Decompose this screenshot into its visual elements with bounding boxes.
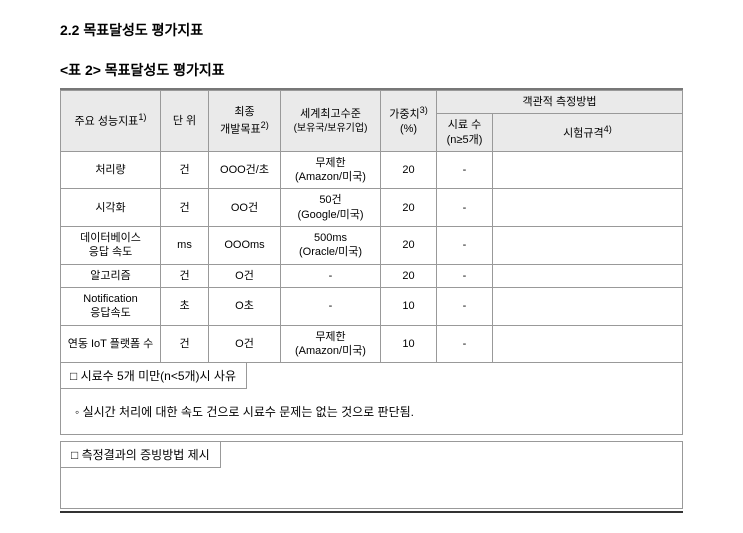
cell-standard — [493, 151, 683, 189]
cell-sample: - — [437, 189, 493, 227]
header-sample-l2: (n≥5개) — [447, 134, 483, 146]
header-standard: 시험규격4) — [493, 114, 683, 152]
table-row: 처리량건OOO건/초무제한(Amazon/미국)20- — [61, 151, 683, 189]
cell-target: OO건 — [209, 189, 281, 227]
header-world-l1: 세계최고수준 — [300, 108, 361, 120]
cell-indicator: 시각화 — [61, 189, 161, 227]
sub-section-2: □ 측정결과의 증빙방법 제시 — [60, 441, 683, 509]
table-body: 처리량건OOO건/초무제한(Amazon/미국)20-시각화건OO건50건(Go… — [61, 151, 683, 362]
cell-weight: 10 — [381, 287, 437, 325]
cell-unit: ms — [161, 227, 209, 265]
sub-section-1: □ 시료수 5개 미만(n<5개)시 사유 ◦ 실시간 처리에 대한 속도 건으… — [60, 363, 683, 435]
header-indicator: 주요 성능지표1) — [61, 91, 161, 152]
cell-target: O건 — [209, 325, 281, 363]
cell-indicator: 알고리즘 — [61, 264, 161, 287]
cell-unit: 건 — [161, 151, 209, 189]
table-row: 연동 IoT 플랫폼 수건O건무제한(Amazon/미국)10- — [61, 325, 683, 363]
table-row: 시각화건OO건50건(Google/미국)20- — [61, 189, 683, 227]
cell-sample: - — [437, 287, 493, 325]
header-row-1: 주요 성능지표1) 단 위 최종 개발목표2) 세계최고수준 (보유국/보유기업… — [61, 91, 683, 114]
sub-header-1: □ 시료수 5개 미만(n<5개)시 사유 — [60, 363, 247, 389]
sub-header-2: □ 측정결과의 증빙방법 제시 — [61, 442, 221, 468]
cell-world: 50건(Google/미국) — [281, 189, 381, 227]
evaluation-table: 주요 성능지표1) 단 위 최종 개발목표2) 세계최고수준 (보유국/보유기업… — [60, 90, 683, 363]
header-target-l1: 최종 — [234, 106, 254, 118]
cell-target: O초 — [209, 287, 281, 325]
header-target-l2: 개발목표 — [220, 123, 260, 135]
cell-world: 무제한(Amazon/미국) — [281, 151, 381, 189]
cell-indicator: Notification응답속도 — [61, 287, 161, 325]
header-weight-sup: 3) — [420, 105, 428, 115]
header-weight-l1: 가중치 — [389, 109, 419, 121]
cell-world: - — [281, 287, 381, 325]
header-target-sup: 2) — [261, 120, 269, 130]
cell-world: 무제한(Amazon/미국) — [281, 325, 381, 363]
cell-unit: 초 — [161, 287, 209, 325]
cell-standard — [493, 227, 683, 265]
cell-target: OOO건/초 — [209, 151, 281, 189]
cell-standard — [493, 189, 683, 227]
sub-body-2 — [61, 468, 682, 508]
bottom-border — [60, 511, 683, 513]
table-row: 알고리즘건O건-20- — [61, 264, 683, 287]
table-row: Notification응답속도초O초-10- — [61, 287, 683, 325]
header-standard-sup: 4) — [604, 124, 612, 134]
header-world-l2: (보유국/보유기업) — [294, 123, 368, 134]
cell-standard — [493, 325, 683, 363]
header-sample: 시료 수 (n≥5개) — [437, 114, 493, 152]
cell-unit: 건 — [161, 189, 209, 227]
cell-standard — [493, 287, 683, 325]
cell-world: 500ms(Oracle/미국) — [281, 227, 381, 265]
table-wrapper: 주요 성능지표1) 단 위 최종 개발목표2) 세계최고수준 (보유국/보유기업… — [60, 88, 683, 509]
cell-weight: 20 — [381, 227, 437, 265]
header-world: 세계최고수준 (보유국/보유기업) — [281, 91, 381, 152]
header-indicator-sup: 1) — [138, 112, 146, 122]
cell-indicator: 연동 IoT 플랫폼 수 — [61, 325, 161, 363]
cell-standard — [493, 264, 683, 287]
header-weight-l2: (%) — [400, 123, 417, 135]
header-unit: 단 위 — [161, 91, 209, 152]
header-sample-l1: 시료 수 — [448, 119, 481, 131]
cell-sample: - — [437, 325, 493, 363]
header-weight: 가중치3) (%) — [381, 91, 437, 152]
cell-unit: 건 — [161, 264, 209, 287]
table-row: 데이터베이스응답 속도msOOOms500ms(Oracle/미국)20- — [61, 227, 683, 265]
header-objective: 객관적 측정방법 — [437, 91, 683, 114]
cell-weight: 20 — [381, 151, 437, 189]
cell-indicator: 처리량 — [61, 151, 161, 189]
cell-indicator: 데이터베이스응답 속도 — [61, 227, 161, 265]
cell-weight: 20 — [381, 189, 437, 227]
cell-weight: 20 — [381, 264, 437, 287]
sub-body-1: ◦ 실시간 처리에 대한 속도 건으로 시료수 문제는 없는 것으로 판단됨. — [61, 389, 682, 434]
cell-sample: - — [437, 151, 493, 189]
cell-sample: - — [437, 227, 493, 265]
header-indicator-text: 주요 성능지표 — [75, 116, 139, 128]
cell-world: - — [281, 264, 381, 287]
cell-unit: 건 — [161, 325, 209, 363]
header-standard-text: 시험규격 — [563, 128, 603, 140]
cell-sample: - — [437, 264, 493, 287]
cell-target: OOOms — [209, 227, 281, 265]
section-title: 2.2 목표달성도 평가지표 — [60, 20, 683, 40]
table-caption: <표 2> 목표달성도 평가지표 — [60, 60, 683, 80]
cell-weight: 10 — [381, 325, 437, 363]
cell-target: O건 — [209, 264, 281, 287]
header-target: 최종 개발목표2) — [209, 91, 281, 152]
